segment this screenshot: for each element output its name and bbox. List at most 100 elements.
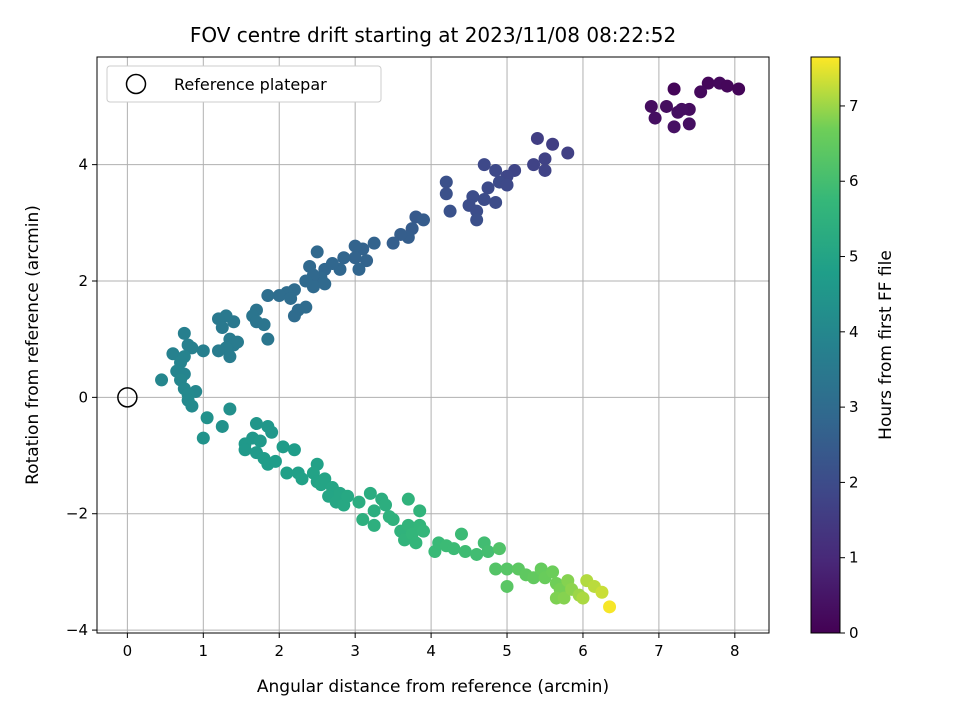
data-points	[155, 76, 746, 614]
data-point	[470, 213, 484, 227]
data-point	[295, 472, 309, 486]
data-point	[185, 399, 199, 413]
y-tick-label: 0	[78, 388, 88, 406]
data-point	[318, 472, 332, 486]
data-point	[360, 254, 374, 268]
data-point	[261, 332, 275, 346]
x-tick-label: 1	[199, 642, 209, 660]
data-point	[223, 350, 237, 364]
data-point	[352, 262, 366, 276]
reference-marker	[117, 387, 138, 408]
data-point	[367, 504, 381, 518]
x-tick-label: 4	[426, 642, 436, 660]
colorbar-label: Hours from first FF file	[876, 250, 896, 440]
colorbar-tick-label: 3	[849, 398, 859, 416]
x-tick-label: 5	[502, 642, 512, 660]
data-point	[352, 495, 366, 509]
x-tick-label: 7	[654, 642, 664, 660]
data-point	[280, 466, 294, 480]
data-point	[287, 443, 301, 457]
legend-marker-icon	[125, 73, 147, 95]
data-point	[185, 341, 199, 355]
data-point	[348, 251, 362, 265]
data-point	[489, 195, 503, 209]
data-point	[500, 579, 514, 593]
data-point	[667, 120, 681, 134]
data-point	[500, 178, 514, 192]
colorbar-tick-label: 2	[849, 473, 859, 491]
data-point	[648, 111, 662, 125]
data-point	[530, 131, 544, 145]
data-point	[337, 251, 351, 265]
colorbar: 0 1 2 3 4 5 6 7 Hours from first FF file	[810, 56, 896, 642]
data-point	[196, 344, 210, 358]
data-point	[481, 181, 495, 195]
y-axis-label: Rotation from reference (arcmin)	[23, 205, 43, 485]
data-point	[272, 289, 286, 303]
data-point	[458, 545, 472, 559]
colorbar-tick-label: 7	[849, 97, 859, 115]
y-axis: −4 −2 0 2 4	[66, 156, 97, 639]
data-point	[348, 239, 362, 253]
data-point	[215, 321, 229, 335]
colorbar-tick-label: 1	[849, 549, 859, 567]
data-point	[287, 309, 301, 323]
data-point	[394, 227, 408, 241]
chart-title: FOV centre drift starting at 2023/11/08 …	[190, 23, 676, 47]
data-point	[166, 347, 180, 361]
data-point	[527, 571, 541, 585]
data-point	[561, 146, 575, 160]
data-point	[538, 152, 552, 166]
data-point	[447, 542, 461, 556]
data-point	[489, 562, 503, 576]
data-point	[215, 419, 229, 433]
data-point	[268, 454, 282, 468]
y-tick-label: −2	[66, 505, 88, 523]
data-point	[720, 79, 734, 93]
data-point	[546, 565, 560, 579]
y-tick-label: −4	[66, 621, 88, 639]
data-point	[732, 82, 746, 96]
data-point	[230, 335, 244, 349]
data-point	[694, 85, 708, 99]
data-point	[367, 236, 381, 250]
x-tick-label: 8	[730, 642, 740, 660]
data-point	[223, 402, 237, 416]
data-point	[500, 562, 514, 576]
data-point	[257, 318, 271, 332]
data-point	[299, 274, 313, 288]
data-point	[249, 417, 263, 431]
plot-frame	[96, 56, 770, 634]
colorbar-ticks: 0 1 2 3 4 5 6 7	[840, 97, 859, 642]
data-point	[363, 486, 377, 500]
colorbar-tick-label: 6	[849, 172, 859, 190]
data-point	[238, 443, 252, 457]
data-point	[413, 504, 427, 518]
x-tick-label: 6	[578, 642, 588, 660]
data-point	[557, 591, 571, 605]
legend-entry-reference: Reference platepar	[174, 75, 327, 94]
data-point	[261, 289, 275, 303]
data-point	[356, 513, 370, 527]
data-point	[477, 158, 491, 172]
data-point	[318, 277, 332, 291]
data-point	[443, 204, 457, 218]
data-point	[253, 434, 267, 448]
data-point	[644, 99, 658, 113]
data-point	[284, 291, 298, 305]
data-point	[527, 158, 541, 172]
data-point	[211, 344, 225, 358]
data-point	[417, 213, 431, 227]
x-axis-label: Angular distance from reference (arcmin)	[257, 677, 609, 697]
data-point	[409, 536, 423, 550]
data-point	[481, 545, 495, 559]
legend: Reference platepar	[106, 65, 382, 103]
data-point	[489, 163, 503, 177]
colorbar-tick-label: 5	[849, 248, 859, 266]
data-point	[538, 163, 552, 177]
colorbar-tick-label: 4	[849, 323, 859, 341]
data-point	[682, 117, 696, 131]
data-point	[386, 236, 400, 250]
data-point	[675, 102, 689, 116]
